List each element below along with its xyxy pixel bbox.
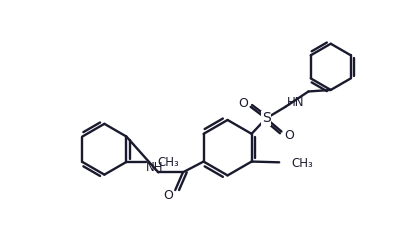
Text: O: O [238,97,248,110]
Text: NH: NH [146,161,163,174]
Text: HN: HN [287,96,304,109]
Text: S: S [262,112,271,125]
Text: O: O [163,189,173,202]
Text: CH₃: CH₃ [291,157,313,170]
Text: CH₃: CH₃ [157,156,179,169]
Text: O: O [284,129,294,142]
